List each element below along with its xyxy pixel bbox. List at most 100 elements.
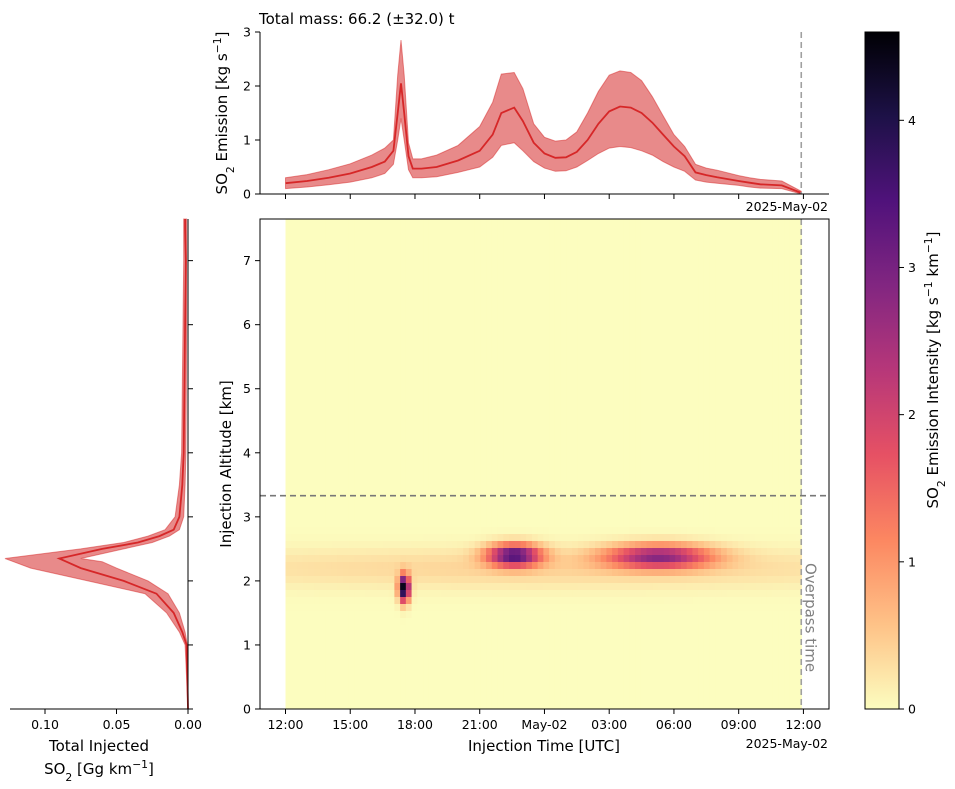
heatmap-cell — [514, 569, 522, 577]
heatmap-cell — [721, 233, 728, 241]
heatmap-cell — [566, 485, 573, 493]
heatmap-cell — [423, 240, 430, 248]
heatmap-cell — [342, 310, 350, 318]
heatmap-cell — [646, 338, 653, 346]
heatmap-cell — [526, 282, 533, 290]
heatmap-cell — [486, 590, 493, 598]
heatmap-cell — [606, 352, 613, 360]
heatmap-cell — [600, 471, 608, 479]
heatmap-cell — [566, 457, 573, 465]
heatmap-cell — [394, 324, 401, 332]
heatmap-cell — [400, 240, 407, 248]
heatmap-cell — [617, 597, 625, 605]
heatmap-cell — [325, 450, 332, 458]
heatmap-cell — [526, 485, 533, 493]
heatmap-cell — [440, 429, 447, 437]
heatmap-cell — [445, 576, 453, 584]
heatmap-cell — [583, 303, 590, 311]
heatmap-cell — [583, 226, 590, 234]
heatmap-cell — [617, 478, 625, 486]
heatmap-cell — [354, 317, 361, 325]
heatmap-cell — [503, 282, 510, 290]
heatmap-cell — [497, 597, 504, 605]
heatmap-cell — [382, 310, 390, 318]
heatmap-cell — [715, 324, 722, 332]
heatmap-cell — [434, 450, 441, 458]
heatmap-cell — [291, 478, 298, 486]
heatmap-cell — [686, 324, 693, 332]
heatmap-cell — [354, 240, 361, 248]
heatmap-cell — [314, 492, 321, 500]
heatmap-cell — [314, 219, 321, 227]
heatmap-cell — [468, 359, 476, 367]
heatmap-cell — [703, 331, 711, 339]
heatmap-cell — [486, 268, 493, 276]
heatmap-cell — [474, 422, 481, 430]
heatmap-cell — [319, 499, 327, 507]
heatmap-cell — [451, 240, 459, 248]
heatmap-cell — [549, 457, 556, 465]
heatmap-cell — [434, 457, 441, 465]
heatmap-cell — [715, 583, 722, 591]
heatmap-cell — [692, 506, 699, 514]
heatmap-cell — [721, 219, 728, 227]
heatmap-cell — [675, 548, 682, 556]
heatmap-cell — [537, 443, 544, 451]
heatmap-cell — [314, 331, 321, 339]
heatmap-cell — [549, 583, 556, 591]
heatmap-cell — [577, 590, 585, 598]
heatmap-cell — [554, 471, 562, 479]
heatmap-cell — [554, 352, 562, 360]
heatmap-cell — [743, 478, 751, 486]
heatmap-cell — [606, 261, 613, 269]
heatmap-cell — [543, 569, 550, 577]
heatmap-cell — [566, 520, 573, 528]
heatmap-cell — [692, 219, 699, 227]
heatmap-cell — [600, 478, 608, 486]
heatmap-cell — [640, 394, 648, 402]
heatmap-cell — [480, 282, 487, 290]
heatmap-cell — [594, 289, 602, 297]
heatmap-cell — [405, 380, 413, 388]
heatmap-cell — [577, 366, 585, 374]
heatmap-cell — [497, 464, 504, 472]
heatmap-cell — [331, 331, 338, 339]
heatmap-cell — [594, 219, 602, 227]
heatmap-cell — [761, 303, 768, 311]
heatmap-cell — [749, 499, 757, 507]
heatmap-cell — [772, 345, 779, 353]
heatmap-cell — [531, 520, 539, 528]
heatmap-cell — [463, 275, 470, 283]
heatmap-cell — [698, 583, 705, 591]
heatmap-cell — [577, 247, 585, 255]
heatmap-cell — [342, 289, 350, 297]
heatmap-cell — [337, 590, 344, 598]
heatmap-cell — [623, 520, 630, 528]
heatmap-cell — [445, 226, 453, 234]
heatmap-cell — [302, 331, 310, 339]
heatmap-cell — [371, 282, 378, 290]
heatmap-cell — [652, 576, 659, 584]
heatmap-cell — [531, 394, 539, 402]
heatmap-cell — [514, 310, 522, 318]
heatmap-cell — [594, 562, 602, 570]
heatmap-cell — [417, 310, 424, 318]
heatmap-cell — [755, 394, 762, 402]
heatmap-cell — [514, 513, 522, 521]
heatmap-cell — [715, 317, 722, 325]
heatmap-cell — [382, 436, 390, 444]
heatmap-cell — [761, 590, 768, 598]
heatmap-cell — [411, 534, 418, 542]
heatmap-cell — [795, 373, 802, 381]
heatmap-cell — [451, 247, 459, 255]
heatmap-cell — [680, 366, 688, 374]
heatmap-cell — [589, 240, 596, 248]
heatmap-cell — [732, 443, 739, 451]
heatmap-cell — [772, 548, 779, 556]
heatmap-cell — [371, 303, 378, 311]
heatmap-cell — [594, 254, 602, 262]
heatmap-cell — [486, 548, 493, 556]
heatmap-cell — [669, 317, 676, 325]
heatmap-cell — [600, 548, 608, 556]
heatmap-cell — [468, 331, 476, 339]
